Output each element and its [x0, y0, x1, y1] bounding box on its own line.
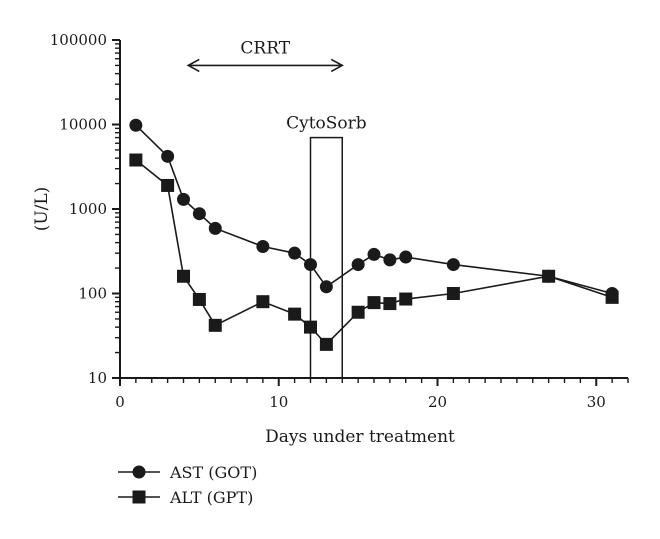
alt-data-point [605, 290, 619, 304]
y-tick-label: 100 [78, 285, 107, 303]
y-tick-label: 100000 [50, 31, 107, 49]
arrow-right-head [330, 58, 344, 73]
x-tick-label: 30 [587, 393, 606, 411]
y-tick-label: 10 [88, 369, 107, 387]
legend-label: ALT (GPT) [169, 488, 253, 507]
ast-data-point [319, 280, 333, 294]
alt-data-point [446, 287, 460, 300]
ast-data-point [288, 246, 302, 260]
y-tick-label: 10000 [59, 116, 107, 134]
alt-data-point [399, 292, 413, 306]
legend-label: AST (GOT) [169, 463, 257, 482]
axes: 10 100 1000 10000 100000 0 10 20 30 Days under tr… [32, 31, 629, 447]
y-axis-title: (U/L) [32, 187, 52, 232]
arrow-left-head [186, 58, 200, 73]
alt-data-point [256, 295, 270, 309]
y-tick-label: 1000 [69, 200, 107, 218]
legend-marker-circle [132, 465, 146, 479]
ast-data-point [383, 253, 397, 267]
ast-data-point [351, 258, 365, 272]
cytosorb-label: CytoSorb [286, 114, 367, 134]
legend: AST (GOT) ALT (GPT) [118, 463, 257, 507]
x-tick-label: 10 [269, 393, 288, 411]
x-axis-title: Days under treatment [265, 427, 455, 447]
alt-data-point [351, 305, 365, 319]
ast-data-point [208, 221, 222, 235]
alt-data-point [177, 269, 190, 283]
annotations: CRRT CytoSorb [186, 38, 367, 379]
alt-data-point [129, 153, 143, 167]
alt-data-point [288, 307, 302, 321]
ast-data-point [399, 250, 413, 264]
crrt-label: CRRT [240, 38, 290, 58]
ast-data-point [161, 149, 175, 163]
alt-data-point [383, 297, 397, 311]
alt-data-point [192, 292, 206, 306]
x-tick-label: 0 [115, 393, 125, 411]
alt-data-point [208, 318, 222, 332]
series-line-ast [135, 124, 613, 295]
alt-data-point [319, 337, 333, 351]
cytosorb-box [309, 136, 343, 379]
series-line-alt [135, 159, 613, 346]
series [129, 118, 619, 351]
alt-data-point [304, 320, 317, 334]
ast-data-point [192, 207, 206, 221]
alt-data-point [367, 296, 381, 310]
x-tick-label: 20 [428, 393, 447, 411]
ast-data-point [256, 239, 270, 253]
ast-data-point [367, 247, 381, 261]
ast-data-point [129, 118, 143, 132]
ast-data-point [446, 258, 460, 272]
ast-data-point [304, 258, 317, 272]
alt-data-point [161, 178, 175, 192]
legend-marker-square [132, 490, 146, 504]
alt-data-point [542, 269, 556, 283]
ast-data-point [177, 192, 190, 206]
